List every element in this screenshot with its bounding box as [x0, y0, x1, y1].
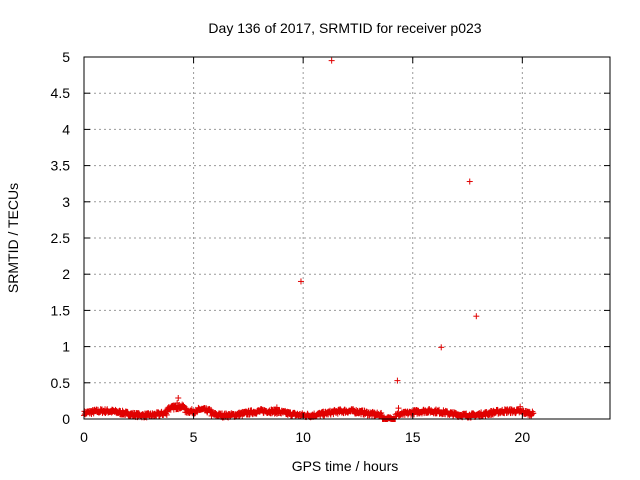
chart-title: Day 136 of 2017, SRMTID for receiver p02…	[208, 20, 481, 36]
y-tick-label: 2.5	[51, 230, 71, 246]
data-point-outlier	[328, 57, 335, 64]
x-axis-title: GPS time / hours	[292, 458, 399, 474]
data-point	[163, 411, 170, 418]
y-tick-label: 3.5	[51, 158, 71, 174]
data-point-outlier	[438, 344, 445, 351]
axis-ticks: 0 5 10 15 20 0 0.5 1 1.5 2 2.5 3 3.5 4 4.5 5	[51, 49, 610, 445]
data-point-outlier	[175, 395, 182, 402]
y-tick-label: 1.5	[51, 302, 71, 318]
y-tick-label: 0	[62, 411, 70, 427]
data-points	[81, 57, 537, 422]
y-tick-label: 3	[62, 194, 70, 210]
x-tick-label: 5	[190, 429, 198, 445]
y-tick-label: 2	[62, 266, 70, 282]
data-point-outlier	[174, 400, 181, 407]
data-point	[208, 406, 215, 413]
x-tick-label: 15	[405, 429, 421, 445]
x-tick-label: 0	[80, 429, 88, 445]
y-tick-label: 1	[62, 339, 70, 355]
grid	[84, 57, 610, 419]
x-tick-label: 10	[295, 429, 311, 445]
data-point	[530, 410, 537, 417]
data-point-outlier	[395, 405, 402, 412]
y-tick-label: 4.5	[51, 85, 71, 101]
y-tick-label: 5	[62, 49, 70, 65]
y-tick-label: 0.5	[51, 375, 71, 391]
data-point-outlier	[394, 377, 401, 384]
data-point-outlier	[473, 313, 480, 320]
plot-frame	[83, 56, 611, 420]
data-point-outlier	[273, 404, 280, 411]
y-axis-title: SRMTID / TECUs	[5, 183, 21, 293]
y-tick-label: 4	[62, 121, 70, 137]
data-point-outlier	[297, 278, 304, 285]
x-tick-label: 20	[515, 429, 531, 445]
data-point-outlier	[466, 178, 473, 185]
data-point-outlier	[517, 403, 524, 410]
